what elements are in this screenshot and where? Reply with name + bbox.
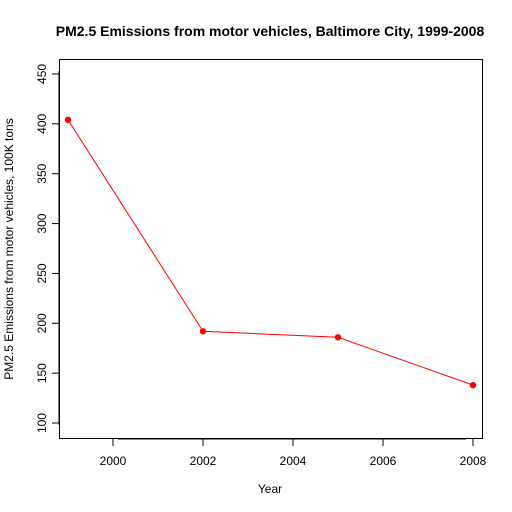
y-axis: 100 150 200 250 300 350 400 450 — [35, 64, 60, 433]
x-axis-title: Year — [258, 482, 282, 496]
x-tick-label-2004: 2004 — [280, 454, 307, 468]
y-tick-label-400: 400 — [35, 113, 49, 133]
series-layer — [64, 116, 477, 389]
x-tick-label-2008: 2008 — [460, 454, 487, 468]
x-tick-label-2006: 2006 — [370, 454, 397, 468]
y-tick-label-200: 200 — [35, 313, 49, 333]
data-point-2008 — [469, 381, 477, 389]
y-tick-label-450: 450 — [35, 64, 49, 84]
y-tick-label-100: 100 — [35, 413, 49, 433]
series-line-0 — [67, 119, 474, 386]
x-tick-label-2002: 2002 — [190, 454, 217, 468]
plot-frame — [59, 59, 483, 439]
chart-title: PM2.5 Emissions from motor vehicles, Bal… — [56, 23, 485, 39]
data-point-1999 — [64, 116, 72, 124]
data-point-2005 — [334, 334, 342, 341]
y-tick-label-350: 350 — [35, 163, 49, 183]
y-tick-label-300: 300 — [35, 213, 49, 233]
y-tick-label-250: 250 — [35, 263, 49, 283]
data-point-2002 — [199, 328, 207, 335]
x-axis: 2000 2002 2004 2006 2008 — [100, 438, 487, 468]
y-tick-label-150: 150 — [35, 363, 49, 383]
y-axis-title: PM2.5 Emissions from motor vehicles, 100… — [2, 118, 16, 379]
x-tick-label-2000: 2000 — [100, 454, 127, 468]
